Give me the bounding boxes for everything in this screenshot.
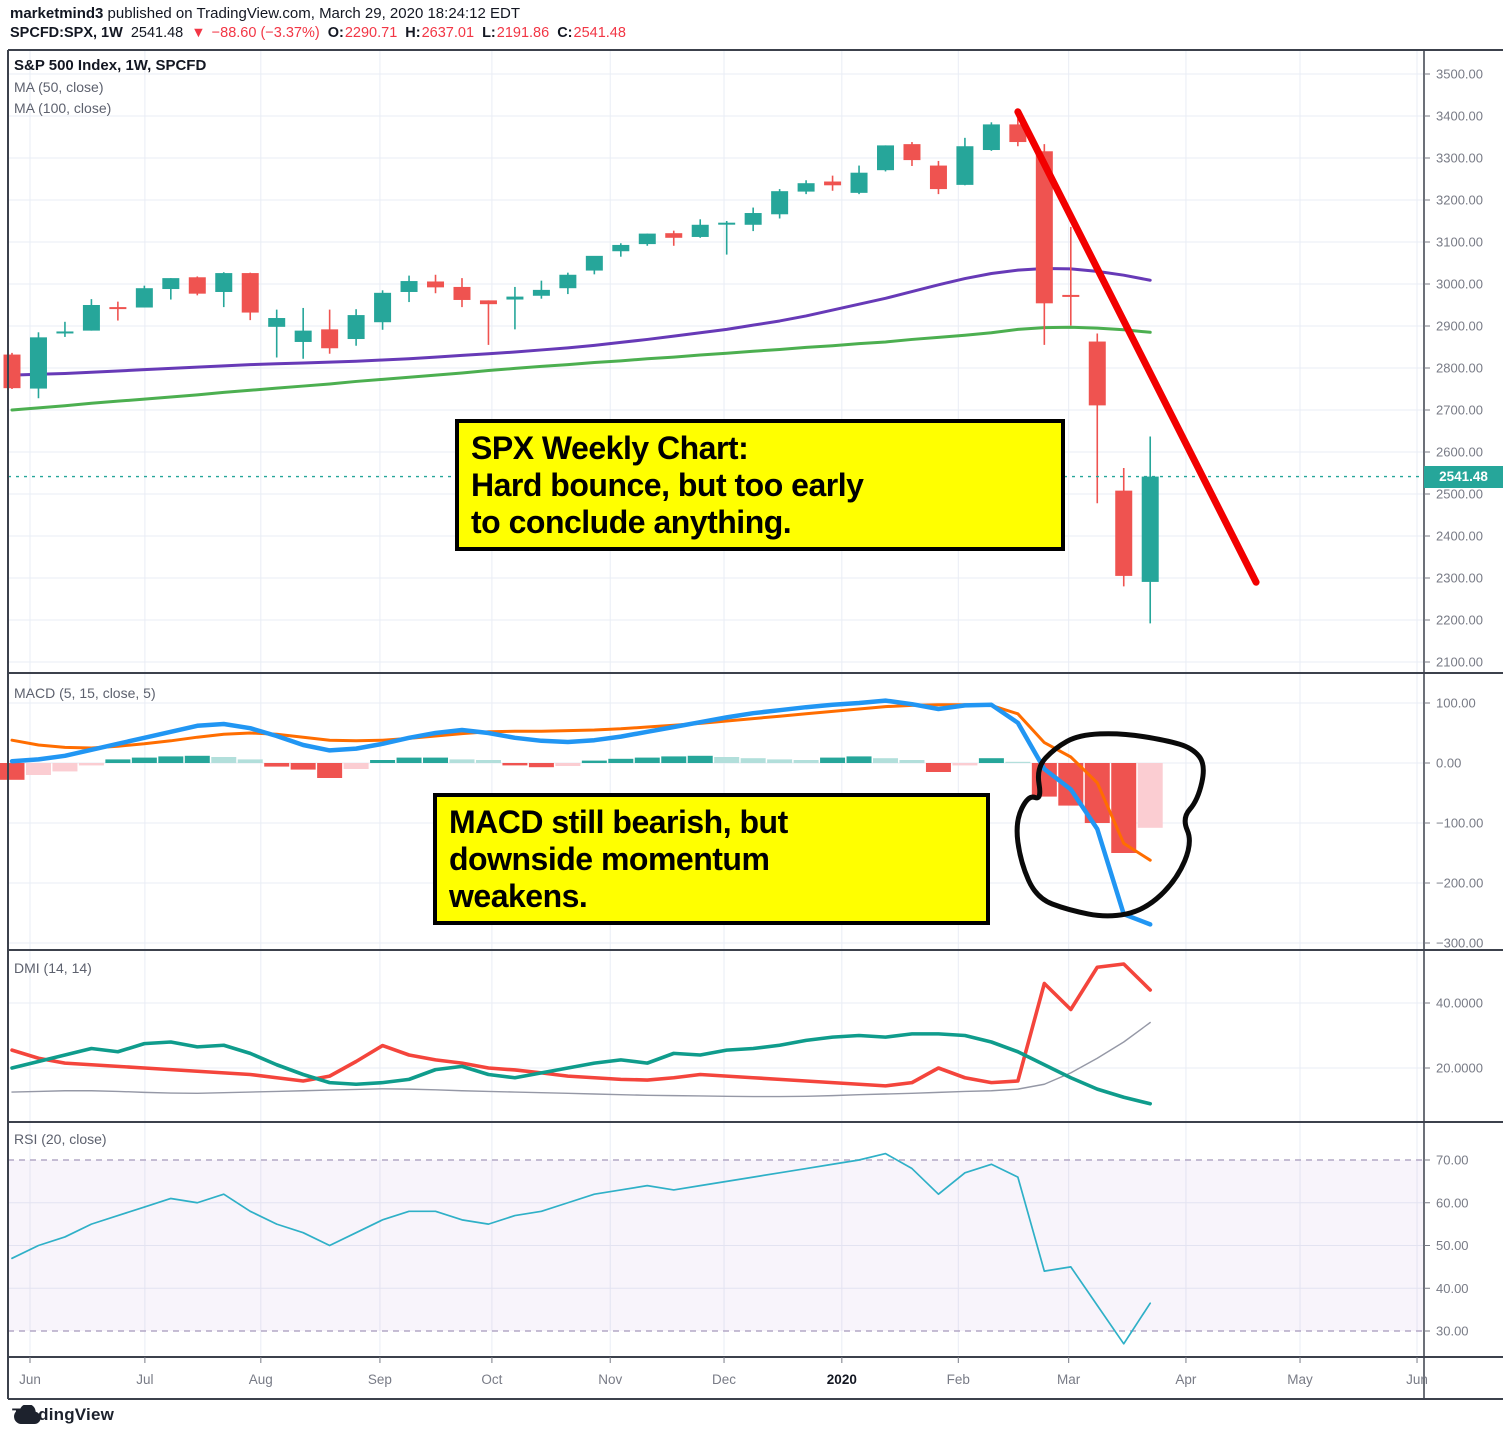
open-label: O: (327, 25, 344, 41)
svg-text:Jun: Jun (1406, 1372, 1428, 1387)
svg-text:20.0000: 20.0000 (1436, 1061, 1483, 1076)
svg-text:3000.00: 3000.00 (1436, 277, 1483, 292)
pane-frame (7, 49, 1503, 1400)
ma100-label[interactable]: MA (100, close) (14, 100, 112, 116)
svg-text:Feb: Feb (947, 1372, 970, 1387)
rsi-axis-labels: 70.00 60.00 50.00 40.00 30.00 (1424, 1153, 1469, 1339)
svg-text:2900.00: 2900.00 (1436, 319, 1483, 334)
trendline-drawing (1014, 108, 1260, 586)
cloud-icon (14, 1405, 41, 1424)
rsi-label[interactable]: RSI (20, close) (14, 1131, 107, 1147)
annotation-macd-line: downside momentum (449, 841, 770, 878)
svg-text:Apr: Apr (1175, 1372, 1197, 1387)
dmi-axis-labels: 40.0000 20.0000 (1424, 996, 1483, 1076)
low-value: 2191.86 (496, 25, 550, 41)
high-label: H: (405, 25, 421, 41)
last-price: 2541.48 (130, 25, 184, 41)
close-value: 2541.48 (573, 25, 626, 41)
moving-averages (10, 266, 1152, 412)
svg-text:30.00: 30.00 (1436, 1324, 1469, 1339)
svg-text:3200.00: 3200.00 (1436, 193, 1483, 208)
svg-text:Sep: Sep (368, 1372, 392, 1387)
svg-text:60.00: 60.00 (1436, 1195, 1469, 1210)
annotation-spx-line: SPX Weekly Chart: (471, 430, 749, 466)
svg-text:3100.00: 3100.00 (1436, 235, 1483, 250)
annotation-spx[interactable]: SPX Weekly Chart: Hard bounce, but too e… (455, 419, 1065, 552)
svg-text:−100.00: −100.00 (1436, 816, 1483, 831)
svg-text:0.00: 0.00 (1436, 756, 1461, 771)
macd-lines (9, 698, 1153, 927)
dmi-lines (10, 962, 1153, 1106)
svg-text:−300.00: −300.00 (1436, 936, 1483, 951)
macd-label[interactable]: MACD (5, 15, close, 5) (14, 685, 156, 701)
svg-text:2300.00: 2300.00 (1436, 571, 1483, 586)
svg-text:Mar: Mar (1057, 1372, 1081, 1387)
macd-axis-labels: 100.00 0.00 −100.00 −200.00 −300.00 (1424, 696, 1483, 951)
low-label: L: (482, 25, 496, 41)
blob-drawing (1014, 731, 1206, 919)
publish-info: marketmind3 published on TradingView.com… (10, 5, 520, 22)
price-change: −88.60 (−3.37%) (211, 25, 320, 41)
svg-text:May: May (1287, 1372, 1313, 1387)
down-triangle-icon: ▼ (191, 25, 206, 41)
svg-text:Jun: Jun (19, 1372, 41, 1387)
annotation-spx-line: Hard bounce, but too early (471, 467, 864, 504)
last-price-axis-label: 2541.48 (1424, 465, 1503, 488)
rsi-band (8, 1159, 1424, 1332)
svg-text:2700.00: 2700.00 (1436, 403, 1483, 418)
svg-text:40.00: 40.00 (1436, 1281, 1469, 1296)
svg-text:3300.00: 3300.00 (1436, 151, 1483, 166)
svg-text:Oct: Oct (481, 1372, 502, 1387)
ma50-label[interactable]: MA (50, close) (14, 79, 104, 95)
svg-text:100.00: 100.00 (1436, 696, 1476, 711)
svg-text:2200.00: 2200.00 (1436, 613, 1483, 628)
pane-title-main: S&P 500 Index, 1W, SPCFD (14, 57, 207, 74)
svg-text:2600.00: 2600.00 (1436, 445, 1483, 460)
svg-text:3400.00: 3400.00 (1436, 109, 1483, 124)
symbol-info-bar: SPCFD:SPX, 1W 2541.48 ▼ −88.60 (−3.37%) … (10, 25, 630, 41)
tradingview-logo[interactable]: TradingView (12, 1405, 114, 1425)
macd-histogram (0, 755, 1163, 853)
annotation-macd[interactable]: MACD still bearish, but downside momentu… (433, 793, 990, 926)
last-price-axis-value: 2541.48 (1439, 469, 1488, 485)
rsi-line (11, 1152, 1152, 1345)
time-axis-labels: Jun Jul Aug Sep Oct Nov Dec 2020 Feb Mar Apr May Jun (19, 1357, 1428, 1387)
svg-text:Dec: Dec (712, 1372, 736, 1387)
svg-text:70.00: 70.00 (1436, 1153, 1469, 1168)
svg-text:50.00: 50.00 (1436, 1238, 1469, 1253)
price-axis-labels: 3500.00 3400.00 3300.00 3200.00 3100.00 3000.… (1424, 67, 1483, 670)
svg-text:40.0000: 40.0000 (1436, 996, 1483, 1011)
svg-text:−200.00: −200.00 (1436, 876, 1483, 891)
svg-text:2100.00: 2100.00 (1436, 655, 1483, 670)
svg-text:2800.00: 2800.00 (1436, 361, 1483, 376)
close-label: C: (557, 25, 573, 41)
svg-text:Jul: Jul (136, 1372, 153, 1387)
open-value: 2290.71 (344, 25, 398, 41)
symbol-name[interactable]: SPCFD:SPX, 1W (10, 25, 123, 41)
annotation-macd-line: MACD still bearish, but (449, 804, 788, 840)
candles (3, 118, 1159, 624)
svg-text:2020: 2020 (827, 1372, 857, 1387)
svg-text:2500.00: 2500.00 (1436, 487, 1483, 502)
svg-text:3500.00: 3500.00 (1436, 67, 1483, 82)
high-value: 2637.01 (421, 25, 475, 41)
svg-text:2400.00: 2400.00 (1436, 529, 1483, 544)
annotation-macd-line: weakens. (449, 878, 588, 915)
svg-text:Aug: Aug (249, 1372, 273, 1387)
username: marketmind3 (10, 5, 104, 22)
annotation-spx-line: to conclude anything. (471, 504, 792, 541)
svg-text:Nov: Nov (598, 1372, 622, 1387)
publish-text: published on TradingView.com, March 29, … (103, 5, 521, 22)
dmi-label[interactable]: DMI (14, 14) (14, 960, 92, 976)
